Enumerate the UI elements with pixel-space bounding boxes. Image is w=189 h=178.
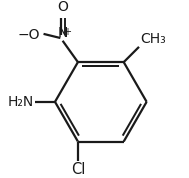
Text: Cl: Cl [71, 162, 85, 177]
Text: N: N [57, 26, 68, 40]
Text: +: + [64, 27, 71, 37]
Text: CH₃: CH₃ [141, 32, 166, 46]
Text: O: O [57, 0, 68, 14]
Text: H₂N: H₂N [8, 95, 34, 109]
Text: −O: −O [18, 28, 40, 42]
